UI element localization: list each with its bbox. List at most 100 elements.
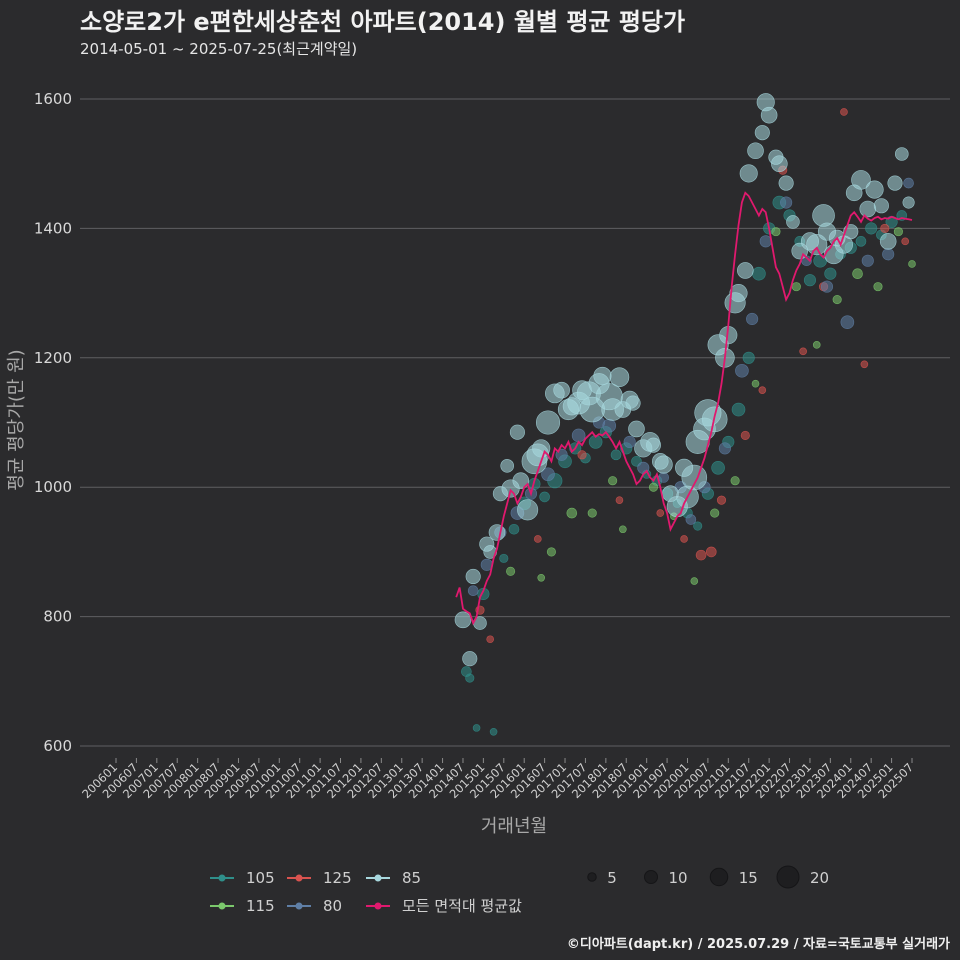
chart-subtitle: 2014-05-01 ~ 2025-07-25(최근계약일) <box>80 40 358 58</box>
data-point-115 <box>893 227 903 237</box>
data-point-125 <box>534 535 542 543</box>
data-point-80 <box>623 435 636 448</box>
data-point-85 <box>894 147 909 161</box>
data-point-115 <box>546 547 556 557</box>
data-point-125 <box>486 635 494 644</box>
data-point-85 <box>729 284 748 303</box>
data-point-80 <box>840 315 855 330</box>
data-point-115 <box>710 508 720 518</box>
data-point-80 <box>685 514 697 525</box>
chart-title: 소양로2가 e편한세상춘천 아파트(2014) 월별 평균 평당가 <box>80 8 686 36</box>
data-point-115 <box>690 577 699 585</box>
data-point-115 <box>771 227 781 237</box>
legend: 105 125 85 115 80 모든 면적대 평균값 5 10 15 20 <box>210 865 829 915</box>
data-point-125 <box>656 509 665 517</box>
legend-swatch-dot <box>295 874 303 882</box>
data-point-80 <box>541 467 555 482</box>
data-point-85 <box>509 424 525 440</box>
data-points <box>454 93 916 736</box>
legend-size-label: 10 <box>669 869 688 887</box>
legend-label: 105 <box>246 869 275 887</box>
data-point-115 <box>832 295 842 305</box>
data-point-115 <box>852 268 863 279</box>
legend-label: 85 <box>402 869 421 887</box>
data-point-115 <box>908 260 916 268</box>
data-point-85 <box>754 125 770 141</box>
data-point-125 <box>716 495 727 505</box>
data-point-80 <box>903 177 914 189</box>
legend-swatch-dot <box>374 902 382 910</box>
data-point-125 <box>695 549 707 561</box>
data-point-85 <box>465 568 481 585</box>
data-point-85 <box>628 420 645 438</box>
data-point-105 <box>508 523 520 535</box>
y-tick-label: 1200 <box>34 349 72 367</box>
x-axis-ticks: 2006012006072007012007072008012008072009… <box>79 758 916 801</box>
data-point-115 <box>587 508 597 518</box>
y-tick-label: 800 <box>43 608 72 626</box>
legend-label: 모든 면적대 평균값 <box>402 897 522 915</box>
data-point-85 <box>902 196 915 209</box>
legend-size-circle <box>587 872 597 882</box>
data-point-115 <box>619 525 627 534</box>
data-point-85 <box>654 455 673 474</box>
data-point-105 <box>752 266 766 281</box>
data-point-115 <box>791 282 801 292</box>
data-point-85 <box>517 499 539 521</box>
legend-swatch-dot <box>295 902 303 910</box>
data-point-125 <box>740 430 750 440</box>
data-point-85 <box>879 233 897 250</box>
data-point-85 <box>535 410 561 435</box>
legend-size-circle <box>644 870 658 884</box>
average-line <box>455 191 913 626</box>
data-point-85 <box>737 262 754 279</box>
data-point-85 <box>553 381 570 399</box>
data-point-105 <box>865 222 878 235</box>
y-tick-label: 1600 <box>34 90 72 108</box>
data-point-115 <box>566 507 578 519</box>
data-point-85 <box>645 437 662 453</box>
data-point-85 <box>786 215 800 229</box>
data-point-80 <box>780 196 793 209</box>
data-point-105 <box>693 521 703 531</box>
legend-size-circle <box>776 865 800 889</box>
data-point-115 <box>537 573 546 582</box>
data-point-125 <box>799 347 807 356</box>
data-point-115 <box>648 482 659 492</box>
legend-size-circle <box>709 867 729 887</box>
data-point-125 <box>860 360 869 369</box>
data-point-125 <box>705 546 717 558</box>
data-point-80 <box>602 418 617 433</box>
y-tick-label: 1400 <box>34 219 72 237</box>
y-tick-label: 1000 <box>34 478 72 496</box>
data-point-125 <box>758 386 767 394</box>
data-point-105 <box>465 673 475 683</box>
data-point-80 <box>735 363 749 378</box>
data-point-85 <box>512 472 530 490</box>
average-price-line <box>455 191 913 626</box>
data-point-105 <box>610 449 622 461</box>
data-point-80 <box>467 585 479 597</box>
y-tick-label: 600 <box>43 737 72 755</box>
data-point-85 <box>760 106 778 124</box>
data-point-85 <box>609 367 630 388</box>
data-point-85 <box>865 180 884 199</box>
legend-size-label: 15 <box>739 869 758 887</box>
data-point-85 <box>812 204 835 227</box>
grid-lines <box>80 98 950 747</box>
legend-swatch-dot <box>374 874 382 882</box>
data-point-105 <box>499 553 509 563</box>
data-point-85 <box>873 198 889 214</box>
data-point-115 <box>812 341 821 349</box>
data-point-125 <box>680 535 688 543</box>
data-point-80 <box>746 312 759 326</box>
data-point-125 <box>615 496 624 504</box>
data-point-85 <box>593 366 612 385</box>
data-point-80 <box>658 472 669 483</box>
data-point-80 <box>820 280 834 293</box>
legend-size-label: 20 <box>810 869 829 887</box>
data-point-115 <box>873 282 883 292</box>
data-point-85 <box>806 234 828 256</box>
data-point-85 <box>778 175 794 191</box>
data-point-85 <box>454 611 472 629</box>
